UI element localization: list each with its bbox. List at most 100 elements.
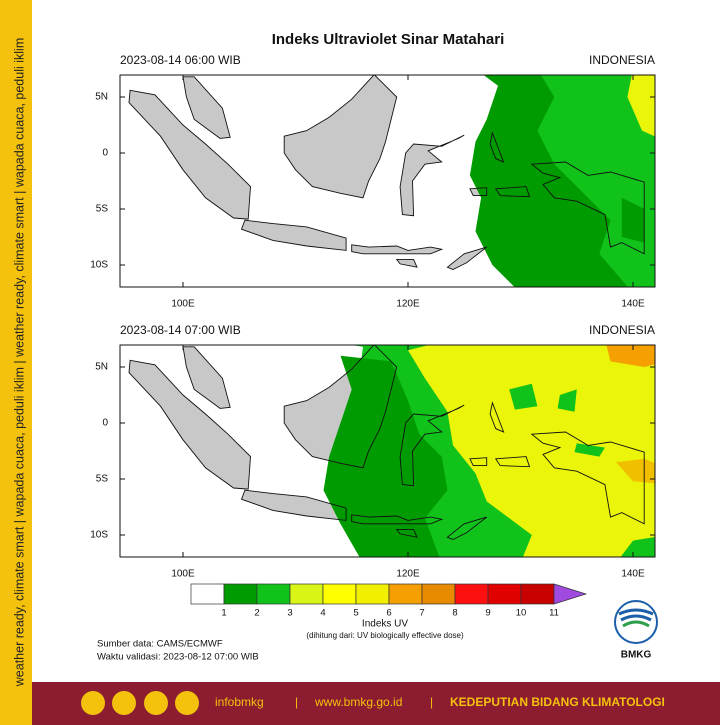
map-panel: 2023-08-14 07:00 WIB INDONESIA 5N 0 5S 10S 100… bbox=[90, 323, 656, 580]
logo-wave bbox=[622, 620, 650, 628]
coastline bbox=[240, 489, 347, 521]
coastline bbox=[283, 345, 398, 469]
social-icon[interactable] bbox=[112, 691, 136, 715]
map-frame bbox=[119, 344, 656, 558]
coastline bbox=[399, 134, 465, 217]
colorbar-label: 9 bbox=[485, 608, 490, 619]
coastline bbox=[494, 456, 531, 468]
land bbox=[241, 490, 347, 521]
colorbar-label: 7 bbox=[419, 608, 424, 619]
colorbar-box bbox=[388, 583, 423, 605]
colorbar-box bbox=[355, 583, 390, 605]
map-area bbox=[128, 75, 655, 287]
coastline bbox=[128, 359, 251, 490]
land bbox=[241, 220, 347, 251]
social-icon[interactable] bbox=[144, 691, 168, 715]
coastline bbox=[351, 514, 444, 525]
coastline bbox=[494, 186, 531, 198]
colorbar-box bbox=[421, 583, 456, 605]
land bbox=[183, 346, 231, 409]
validity: Waktu validasi: 2023-08-12 07:00 WIB bbox=[97, 652, 259, 663]
colorbar-title: Indeks UV bbox=[362, 619, 408, 630]
footer-separator: | bbox=[295, 695, 298, 709]
coastline bbox=[240, 219, 347, 251]
title: Indeks Ultraviolet Sinar Matahari bbox=[272, 31, 505, 48]
lat-label: 5S bbox=[96, 204, 109, 215]
lon-label: 140E bbox=[621, 299, 645, 310]
footer-social[interactable]: infobmkg bbox=[215, 695, 264, 709]
land bbox=[183, 76, 231, 139]
map-area bbox=[128, 345, 655, 557]
coastline bbox=[399, 404, 465, 487]
colorbar-arrow bbox=[553, 583, 588, 605]
lat-label: 5S bbox=[96, 474, 109, 485]
panel-time: 2023-08-14 07:00 WIB bbox=[120, 323, 241, 337]
uv-field bbox=[509, 383, 538, 410]
uv-field bbox=[574, 443, 605, 457]
social-icon[interactable] bbox=[175, 691, 199, 715]
lon-label: 100E bbox=[171, 569, 195, 580]
uv-field bbox=[557, 389, 577, 412]
colorbar-label: 6 bbox=[386, 608, 391, 619]
source: Sumber data: CAMS/ECMWF bbox=[97, 639, 223, 650]
logo: BMKG bbox=[614, 600, 658, 661]
coastline bbox=[446, 516, 487, 540]
footer-website[interactable]: www.bmkg.go.id bbox=[314, 695, 402, 709]
lon-label: 120E bbox=[396, 299, 420, 310]
colorbar-label: 10 bbox=[516, 608, 527, 619]
colorbar-label: 3 bbox=[287, 608, 292, 619]
footer-division: KEDEPUTIAN BIDANG KLIMATOLOGI bbox=[450, 695, 665, 709]
footer-separator: | bbox=[430, 695, 433, 709]
map-panel: 2023-08-14 06:00 WIB INDONESIA 5N 0 5S 10S 100… bbox=[90, 53, 656, 310]
land bbox=[400, 135, 465, 216]
coastline bbox=[128, 89, 251, 220]
coastline bbox=[283, 75, 398, 199]
uv-field bbox=[621, 197, 645, 243]
lat-label: 10S bbox=[90, 260, 108, 271]
colorbar-box bbox=[223, 583, 258, 605]
coastline bbox=[530, 161, 645, 255]
colorbar-label: 11 bbox=[549, 608, 559, 619]
lon-label: 120E bbox=[396, 569, 420, 580]
sidebar bbox=[0, 0, 32, 725]
uv-field bbox=[606, 345, 655, 367]
sidebar-text: weather ready, climate smart | wapada cu… bbox=[12, 38, 26, 687]
uv-field bbox=[627, 75, 655, 137]
panel-region: INDONESIA bbox=[589, 323, 655, 337]
land bbox=[129, 90, 251, 220]
coastline bbox=[489, 131, 505, 163]
uv-field bbox=[620, 536, 655, 557]
map-frame bbox=[119, 74, 656, 288]
land bbox=[129, 360, 251, 490]
uv-field bbox=[616, 458, 655, 484]
coastline bbox=[182, 76, 231, 139]
lat-label: 5N bbox=[95, 362, 108, 373]
colorbar-box bbox=[190, 583, 225, 605]
social-icon[interactable] bbox=[81, 691, 105, 715]
coastline bbox=[351, 244, 444, 255]
lat-label: 10S bbox=[90, 530, 108, 541]
colorbar-note: (dihitung dari: UV biologically effectiv… bbox=[306, 631, 464, 640]
land bbox=[284, 75, 397, 198]
lat-label: 0 bbox=[102, 418, 108, 429]
colorbar-box bbox=[454, 583, 489, 605]
colorbar-label: 4 bbox=[320, 608, 325, 619]
lat-label: 0 bbox=[102, 148, 108, 159]
coastline bbox=[395, 258, 418, 268]
coastline bbox=[469, 187, 488, 197]
panel-time: 2023-08-14 06:00 WIB bbox=[120, 53, 241, 67]
coastline bbox=[395, 528, 418, 538]
coastline bbox=[469, 457, 488, 467]
colorbar-label: 1 bbox=[221, 608, 226, 619]
colorbar-box bbox=[520, 583, 555, 605]
colorbar-box bbox=[487, 583, 522, 605]
colorbar-label: 8 bbox=[452, 608, 457, 619]
coastline bbox=[530, 431, 645, 525]
logo-wave bbox=[618, 608, 654, 616]
colorbar-box bbox=[289, 583, 324, 605]
lat-label: 5N bbox=[95, 92, 108, 103]
coastline bbox=[182, 346, 231, 409]
lon-label: 140E bbox=[621, 569, 645, 580]
colorbar-label: 2 bbox=[254, 608, 259, 619]
